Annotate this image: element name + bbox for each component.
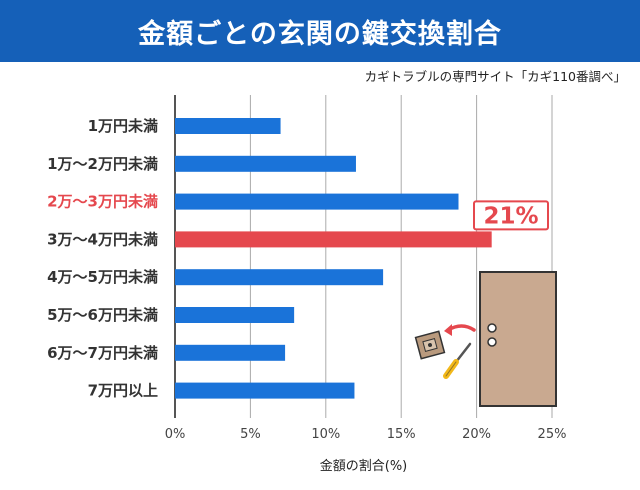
x-tick-label: 0% [165, 427, 186, 442]
door-illustration [414, 271, 557, 407]
category-label: 1万円未満 [88, 117, 158, 135]
category-label: 5万～6万円未満 [47, 306, 158, 324]
arrow-icon [444, 324, 476, 336]
x-tick-label: 20% [462, 427, 491, 442]
bar [175, 269, 384, 286]
tick-labels: 0% 5% 10% 15% 20% 25% [165, 427, 567, 442]
bar [175, 193, 459, 210]
bar [175, 307, 295, 323]
callout-box [473, 200, 549, 231]
bar [175, 382, 355, 399]
bars [175, 118, 492, 399]
x-tick-label: 5% [240, 427, 261, 442]
x-tick-label: 10% [311, 427, 340, 442]
bar-highlight [175, 231, 492, 248]
bar [175, 118, 281, 134]
category-label: 7万円以上 [88, 382, 158, 400]
source-note: カギトラブルの専門サイト「カギ110番調べ」 [364, 69, 626, 84]
callout: 21% [473, 200, 549, 231]
x-tick-label: 25% [538, 427, 567, 442]
bar [175, 344, 286, 361]
lock-cylinder-icon [414, 330, 446, 360]
callout-label: 21% [483, 203, 538, 229]
x-axis-title: 金額の割合(%) [320, 458, 408, 474]
category-label: 6万～7万円未満 [47, 344, 158, 362]
category-label: 3万～4万円未満 [47, 230, 158, 248]
bar [175, 155, 356, 172]
title-bar: 金額ごとの玄関の鍵交換割合 [0, 0, 640, 62]
door-icon [479, 271, 557, 407]
category-labels: 1万円未満 1万～2万円未満 2万～3万円未満 3万～4万円未満 4万～5万円未満 5万～… [47, 117, 158, 400]
category-label: 1万～2万円未満 [47, 155, 158, 173]
screwdriver-icon [443, 342, 472, 379]
page-title: 金額ごとの玄関の鍵交換割合 [138, 18, 502, 50]
category-label: 4万～5万円未満 [47, 268, 158, 286]
x-tick-label: 15% [387, 427, 416, 442]
category-label: 2万～3万円未満 [47, 193, 158, 211]
